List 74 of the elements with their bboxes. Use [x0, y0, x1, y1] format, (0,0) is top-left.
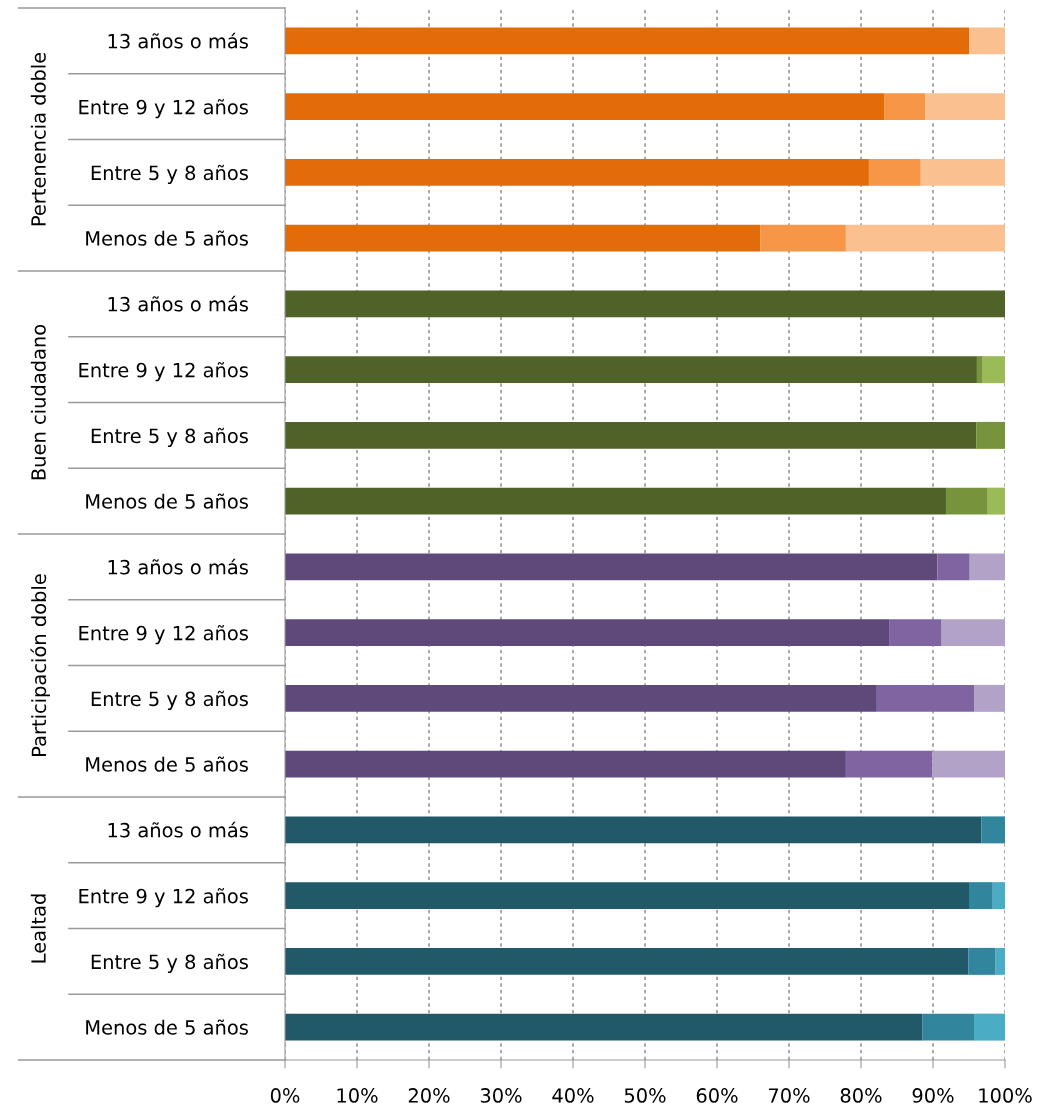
bar [941, 619, 1005, 647]
x-tick-label: 80% [840, 1088, 882, 1103]
x-tick-label: 20% [408, 1088, 450, 1103]
y-tick-label: 13 años o más [108, 558, 248, 575]
bar [285, 93, 885, 121]
text: Lealtad [30, 894, 46, 963]
bar [285, 684, 877, 712]
bar [981, 816, 1005, 844]
y-tick-label: Entre 5 y 8 años [91, 164, 248, 184]
bar [884, 93, 926, 121]
bar [285, 27, 969, 55]
bar [937, 553, 970, 581]
y-tick-label: Menos de 5 años [86, 1019, 248, 1035]
bar [920, 158, 1005, 186]
bar [969, 882, 993, 910]
bar [285, 619, 890, 647]
y-tick-label: 13 años o más [108, 295, 248, 312]
bar [995, 947, 1005, 975]
x-tick-label: 50% [624, 1088, 666, 1103]
bar [285, 290, 1005, 318]
bar [889, 619, 942, 647]
bar [285, 947, 969, 975]
bar [976, 356, 983, 384]
y-tick-label: Entre 9 y 12 años [79, 99, 248, 119]
bar [285, 750, 846, 778]
y-tick-label: Entre 5 y 8 años [91, 690, 248, 710]
text: Buen ciudadano [30, 324, 46, 480]
y-tick-label: Entre 9 y 12 años [79, 888, 248, 908]
bar [969, 553, 1005, 581]
y-tick-label: Entre 5 y 8 años [91, 953, 248, 973]
bar [868, 158, 921, 186]
y-tick-label: Entre 9 y 12 años [79, 362, 248, 382]
bar [285, 1013, 923, 1041]
bar [845, 224, 1005, 252]
y-tick-label: Menos de 5 años [86, 493, 248, 509]
bar [285, 553, 938, 581]
y-tick-label: Menos de 5 años [86, 230, 248, 246]
bar [974, 684, 1005, 712]
bar [925, 93, 1005, 121]
bar [760, 224, 846, 252]
x-tick-label: 90% [912, 1088, 954, 1103]
bar [285, 882, 969, 910]
x-tick-label: 10% [337, 1088, 378, 1103]
x-tick-label: 30% [480, 1088, 522, 1103]
bar [285, 158, 869, 186]
x-tick-label: 40% [552, 1088, 594, 1103]
bar [982, 356, 1005, 384]
bar [968, 947, 996, 975]
y-tick-label: 13 años o más [108, 821, 248, 838]
bar [976, 421, 1005, 449]
bar [969, 27, 1005, 55]
bar [845, 750, 933, 778]
bar [285, 816, 982, 844]
y-tick-label: Entre 9 y 12 años [79, 625, 248, 645]
x-tick-label: 70% [768, 1088, 810, 1103]
x-tick-label: 100% [979, 1088, 1032, 1103]
bar [285, 421, 977, 449]
bar [876, 684, 975, 712]
bar [922, 1013, 975, 1041]
bar [285, 224, 761, 252]
bar [932, 750, 1005, 778]
bar [285, 487, 946, 515]
bar [987, 487, 1005, 515]
y-tick-label: 13 años o más [108, 32, 248, 49]
y-tick-label: Menos de 5 años [86, 756, 248, 772]
text: Participación doble [30, 574, 50, 756]
bar [992, 882, 1005, 910]
y-tick-label: Entre 5 y 8 años [91, 427, 248, 447]
x-tick-label: 0% [270, 1088, 300, 1103]
bar [974, 1013, 1005, 1041]
bar [285, 356, 977, 384]
bar [945, 487, 988, 515]
text: Pertenencia doble [30, 52, 46, 226]
x-tick-label: 60% [696, 1088, 738, 1103]
